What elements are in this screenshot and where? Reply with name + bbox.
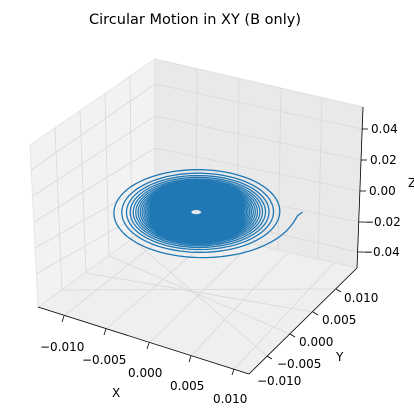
z-tick-label: −0.04: [363, 245, 400, 259]
z-ticks: 0.04 0.02 0.00 −0.02 −0.04 Z: [358, 122, 414, 259]
trajectory-series: [113, 169, 304, 259]
gridline: [277, 87, 282, 251]
gridline: [317, 96, 323, 260]
gridline: [148, 244, 251, 344]
y-tick-mark: [335, 288, 342, 293]
gridline: [154, 115, 362, 161]
z-tick-label: 0.00: [369, 184, 396, 198]
z-tick-label: −0.02: [364, 215, 401, 229]
gridline: [105, 235, 214, 330]
y-tick-label: 0.000: [299, 335, 333, 349]
x-tick-mark: [146, 342, 150, 350]
gridline: [131, 238, 268, 357]
x-tick-mark: [231, 368, 235, 376]
gridline: [104, 93, 110, 257]
z-axis-label: Z: [408, 176, 414, 190]
x-tick-mark: [103, 328, 107, 336]
gridline: [54, 127, 63, 291]
gridline: [32, 115, 156, 197]
x-tick-mark: [188, 355, 192, 363]
gridline: [154, 147, 361, 192]
gridline: [63, 226, 177, 317]
y-tick-label: 0.010: [344, 291, 378, 305]
x-tick-label: −0.005: [82, 353, 126, 367]
trajectory-line: [113, 169, 304, 259]
gridline: [154, 83, 363, 130]
x-axis-label: X: [112, 386, 120, 400]
gridline: [61, 288, 337, 291]
gridline: [85, 272, 314, 313]
x-tick-label: 0.010: [213, 392, 247, 406]
x-tick-label: −0.010: [40, 340, 84, 354]
y-tick-mark: [289, 333, 296, 338]
y-tick-mark: [266, 355, 273, 360]
gridline: [190, 252, 288, 357]
gridline: [129, 75, 133, 240]
x-tick-label: 0.000: [128, 366, 162, 380]
y-tick-mark: [312, 311, 319, 316]
y-axis-label: Y: [335, 350, 344, 364]
chart-title: Circular Motion in XY (B only): [89, 12, 301, 28]
z-tick-label: 0.02: [370, 153, 397, 167]
y-ticks: 0.010 0.005 0.000 −0.005 −0.010 Y: [257, 288, 378, 388]
x-tick-label: 0.005: [170, 379, 204, 393]
y-tick-label: −0.005: [277, 357, 321, 371]
gridline: [30, 83, 156, 171]
y-tick-label: −0.010: [257, 374, 301, 388]
gridline: [108, 255, 291, 335]
z-axis-line: [356, 106, 364, 269]
x-tick-mark: [61, 315, 65, 323]
x-axis-line: [37, 306, 250, 375]
gridline: [34, 179, 156, 249]
x-ticks: −0.010 −0.005 0.000 0.005 0.010 X: [40, 315, 247, 406]
gridline: [233, 262, 335, 370]
y-tick-label: 0.005: [322, 313, 356, 327]
gridline: [35, 205, 156, 275]
z-tick-label: 0.04: [371, 122, 398, 136]
gridline: [33, 147, 156, 223]
